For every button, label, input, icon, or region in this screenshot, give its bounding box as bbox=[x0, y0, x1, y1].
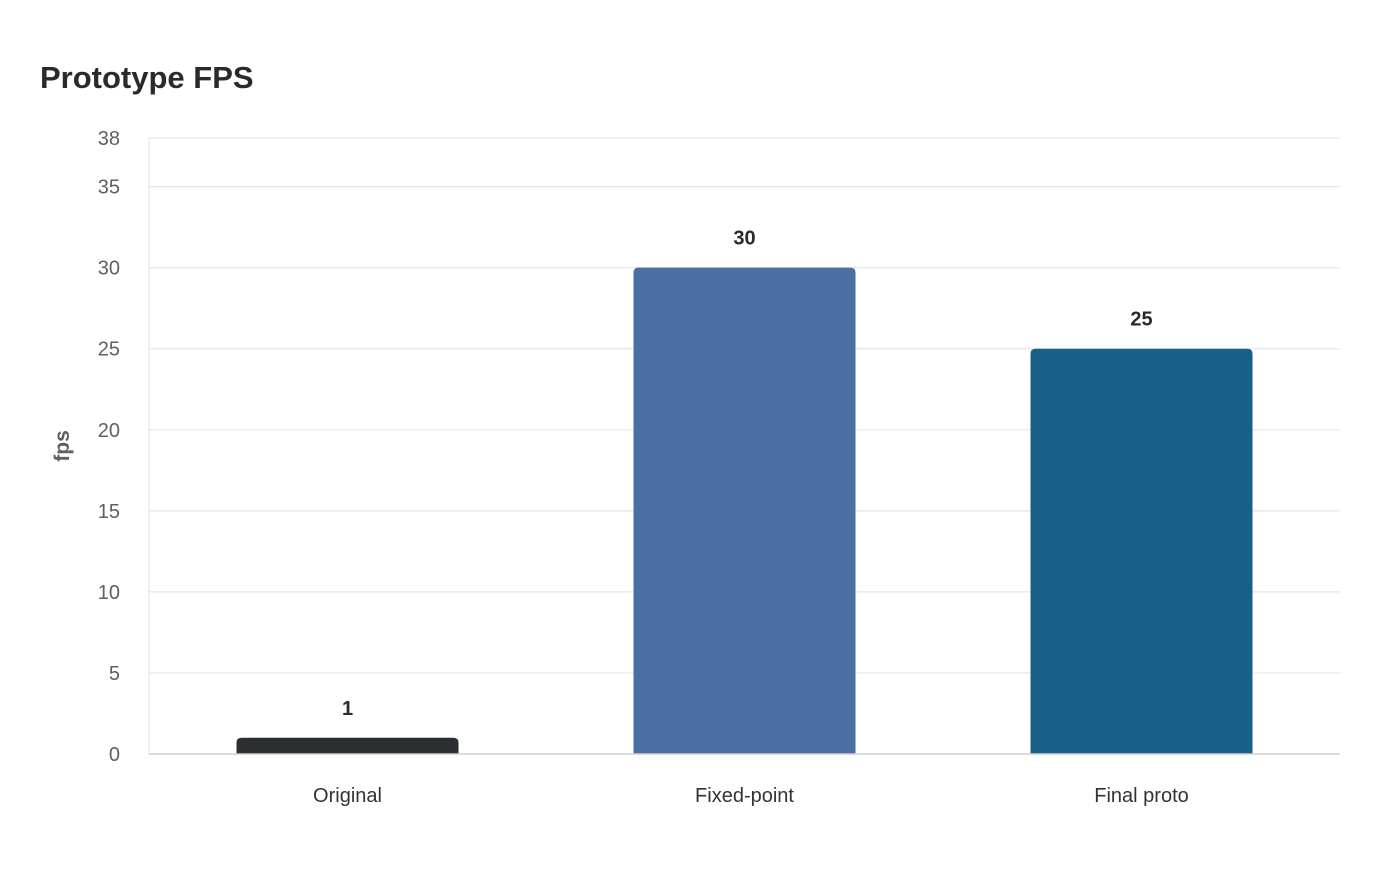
x-tick-label: Final proto bbox=[1094, 785, 1189, 807]
data-label: 1 bbox=[342, 698, 353, 720]
y-tick-label: 20 bbox=[98, 420, 120, 442]
y-tick-label: 25 bbox=[98, 339, 120, 361]
y-tick-label: 15 bbox=[98, 501, 120, 523]
y-tick-label: 35 bbox=[98, 177, 120, 199]
y-tick-label: 0 bbox=[109, 744, 120, 766]
y-axis-title: fps bbox=[51, 430, 74, 462]
data-labels: 1 30 25 bbox=[342, 228, 1153, 720]
x-tick-label: Original bbox=[313, 785, 382, 807]
bars bbox=[236, 267, 1253, 754]
bar-final-proto bbox=[1030, 348, 1253, 754]
data-label: 25 bbox=[1130, 309, 1152, 331]
y-tick-label: 30 bbox=[98, 258, 120, 280]
y-tick-label: 38 bbox=[98, 128, 120, 150]
y-tick-label: 5 bbox=[109, 663, 120, 685]
chart-title: Prototype FPS bbox=[40, 60, 254, 95]
bar-original bbox=[236, 737, 459, 754]
data-label: 30 bbox=[733, 228, 755, 250]
x-tick-label: Fixed-point bbox=[695, 785, 794, 807]
y-tick-label: 10 bbox=[98, 582, 120, 604]
x-axis-labels: Original Fixed-point Final proto bbox=[313, 785, 1189, 807]
y-axis-ticks: 0 5 10 15 20 25 30 35 38 bbox=[98, 128, 120, 766]
bar-fixed-point bbox=[633, 267, 856, 754]
